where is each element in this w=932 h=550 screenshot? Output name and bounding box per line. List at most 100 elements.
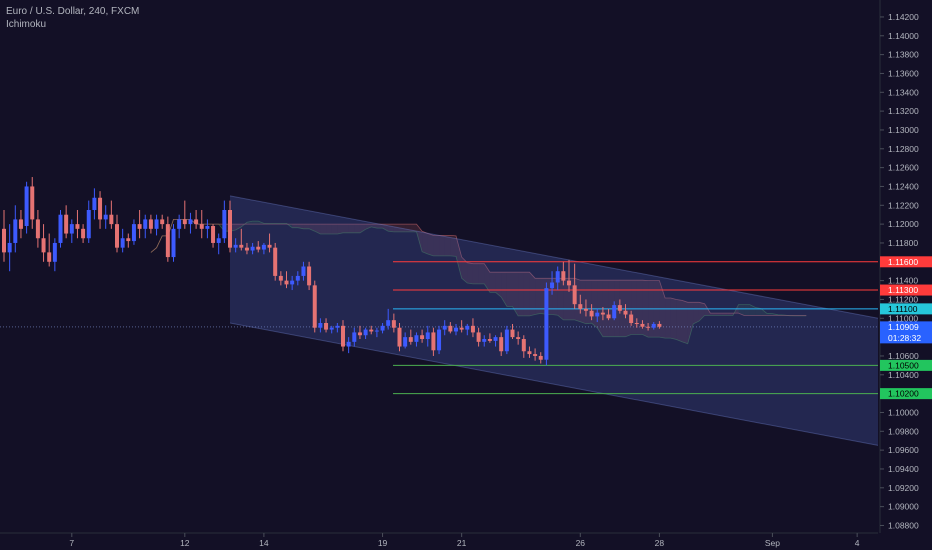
candle[interactable] [420, 329, 425, 343]
candle[interactable] [188, 212, 193, 234]
candle[interactable] [589, 304, 594, 321]
candle[interactable] [301, 261, 306, 281]
candle[interactable] [510, 323, 515, 340]
candle[interactable] [13, 205, 18, 253]
candle[interactable] [465, 323, 470, 336]
candle[interactable] [307, 261, 312, 291]
candle[interactable] [211, 224, 216, 248]
candle[interactable] [52, 238, 57, 272]
candle[interactable] [476, 327, 481, 347]
candle[interactable] [228, 200, 232, 253]
candle[interactable] [216, 233, 221, 255]
candle[interactable] [75, 209, 80, 239]
candle[interactable] [346, 337, 351, 354]
candle[interactable] [58, 209, 63, 248]
candle[interactable] [318, 318, 323, 333]
candle[interactable] [583, 299, 588, 317]
price-axis[interactable]: 1.14200 1.14000 1.13800 1.13600 1.13400 1.132… [879, 0, 919, 533]
support-price-tag[interactable] [880, 388, 932, 400]
candle[interactable] [369, 325, 374, 335]
candle[interactable] [414, 332, 419, 347]
candle[interactable] [30, 177, 35, 229]
candle[interactable] [47, 233, 52, 267]
candle[interactable] [222, 200, 227, 243]
candle[interactable] [131, 219, 136, 245]
candle[interactable] [561, 261, 566, 286]
candle[interactable] [7, 224, 12, 272]
candle[interactable] [2, 209, 6, 262]
candle[interactable] [205, 219, 210, 239]
candle[interactable] [267, 233, 272, 253]
candle[interactable] [487, 333, 492, 343]
candle[interactable] [454, 323, 458, 336]
candle[interactable] [386, 308, 391, 330]
candle[interactable] [651, 322, 656, 330]
candle[interactable] [555, 266, 560, 291]
candle[interactable] [81, 224, 86, 243]
candle[interactable] [640, 320, 645, 329]
symbol-title[interactable]: Euro / U.S. Dollar, 240, FXCM [6, 6, 140, 17]
candle[interactable] [482, 335, 487, 347]
candle[interactable] [493, 335, 498, 347]
channel-lower-line[interactable] [229, 322, 879, 446]
candle[interactable] [374, 327, 379, 338]
candle[interactable] [284, 271, 289, 289]
candle[interactable] [233, 238, 238, 253]
candle[interactable] [194, 209, 199, 229]
candle[interactable] [182, 200, 187, 229]
candle[interactable] [499, 332, 504, 356]
candle[interactable] [341, 320, 345, 352]
candle[interactable] [295, 271, 300, 286]
candle[interactable] [657, 321, 662, 329]
candle[interactable] [527, 346, 532, 358]
support-price-tag[interactable] [880, 359, 932, 371]
candle[interactable] [578, 294, 583, 314]
candle[interactable] [504, 325, 509, 355]
candle[interactable] [425, 325, 430, 347]
candle[interactable] [612, 301, 617, 321]
candle[interactable] [397, 323, 402, 352]
candle[interactable] [623, 304, 628, 319]
candle[interactable] [634, 318, 639, 328]
candle[interactable] [357, 325, 362, 340]
candle[interactable] [324, 318, 329, 333]
candle[interactable] [98, 191, 103, 229]
candle[interactable] [408, 329, 413, 345]
candle[interactable] [171, 224, 176, 262]
candle[interactable] [143, 214, 148, 239]
candle[interactable] [329, 325, 334, 334]
candle[interactable] [86, 200, 91, 243]
candle[interactable] [380, 323, 385, 334]
regression-channel[interactable] [230, 195, 878, 446]
candle[interactable] [69, 219, 74, 243]
candle[interactable] [600, 306, 605, 321]
candle[interactable] [595, 308, 600, 323]
time-axis[interactable]: 7 12 14 19 21 26 28 Sep 4 [0, 532, 878, 548]
candle[interactable] [199, 209, 204, 239]
candle[interactable] [41, 224, 46, 262]
candle[interactable] [177, 214, 182, 239]
candle[interactable] [109, 200, 114, 229]
candle[interactable] [120, 228, 125, 253]
candle[interactable] [312, 280, 317, 333]
candle[interactable] [363, 327, 368, 340]
candle[interactable] [154, 214, 159, 236]
pivot-price-tag[interactable] [880, 303, 932, 315]
candle[interactable] [391, 313, 396, 333]
candle[interactable] [250, 242, 255, 255]
candle[interactable] [273, 242, 278, 281]
candle[interactable] [572, 263, 577, 309]
resistance-price-tag[interactable] [880, 284, 932, 296]
candle[interactable] [617, 299, 622, 314]
candle[interactable] [64, 205, 69, 239]
candle[interactable] [606, 308, 611, 321]
channel-upper-line[interactable] [229, 195, 879, 319]
candle[interactable] [137, 209, 142, 239]
candle[interactable] [261, 242, 266, 255]
candle[interactable] [544, 282, 549, 366]
candle[interactable] [244, 242, 249, 255]
candle[interactable] [115, 214, 119, 253]
plot-background[interactable] [0, 0, 878, 533]
current-price-tag[interactable] [880, 321, 932, 344]
